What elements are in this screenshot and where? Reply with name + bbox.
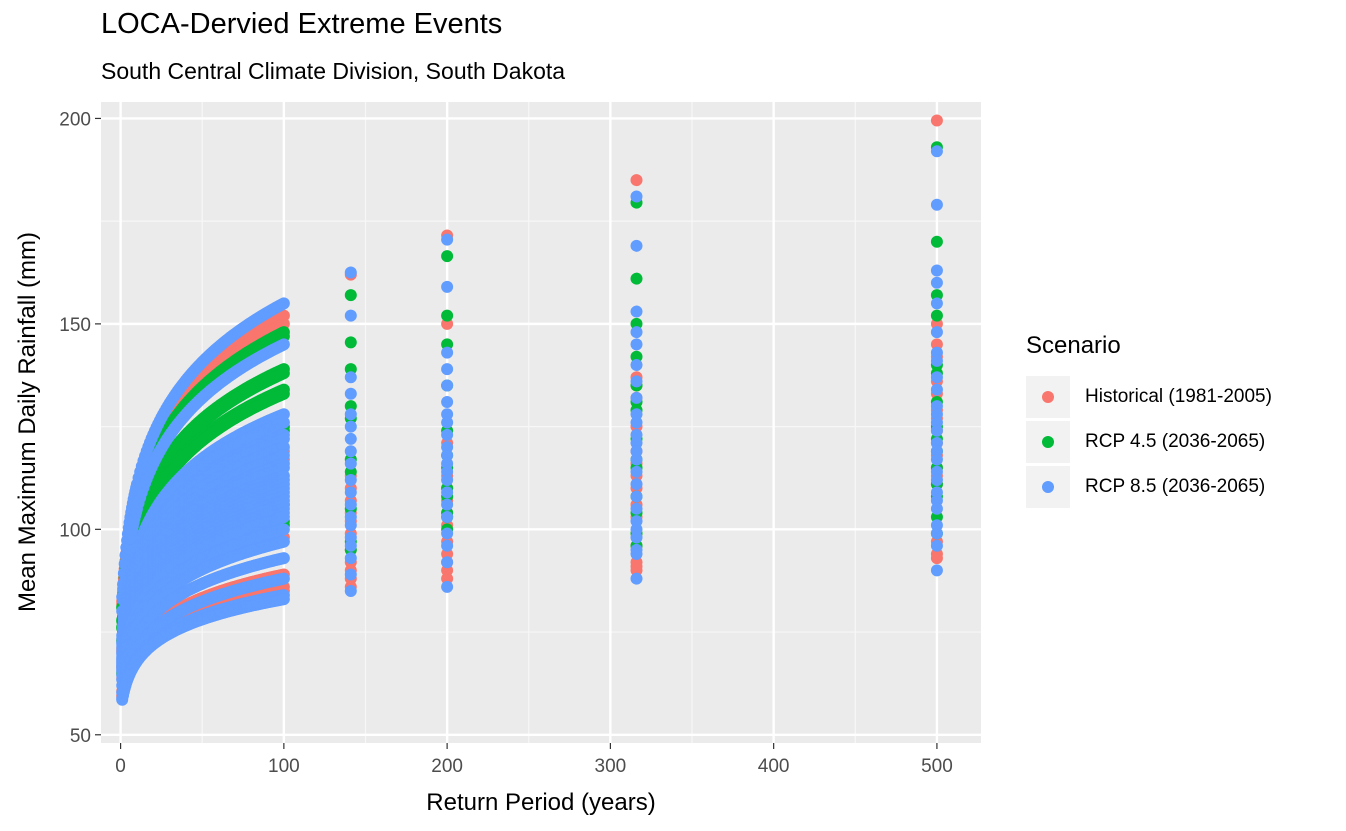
data-point [277, 552, 290, 565]
data-point [277, 367, 290, 380]
data-point [277, 297, 290, 310]
data-point [277, 338, 290, 351]
chart-title: LOCA-Dervied Extreme Events [101, 8, 503, 40]
data-point [277, 535, 290, 548]
data-point [277, 511, 290, 524]
data-points [116, 114, 943, 706]
plot-panel [101, 102, 981, 743]
data-point [277, 387, 290, 400]
data-point [277, 330, 290, 343]
data-point [277, 416, 290, 429]
data-point [277, 523, 290, 536]
chart-subtitle: South Central Climate Division, South Da… [101, 58, 566, 84]
data-point [277, 572, 290, 585]
data-point [277, 309, 290, 322]
grid-lines [101, 102, 981, 743]
data-point [277, 317, 290, 330]
